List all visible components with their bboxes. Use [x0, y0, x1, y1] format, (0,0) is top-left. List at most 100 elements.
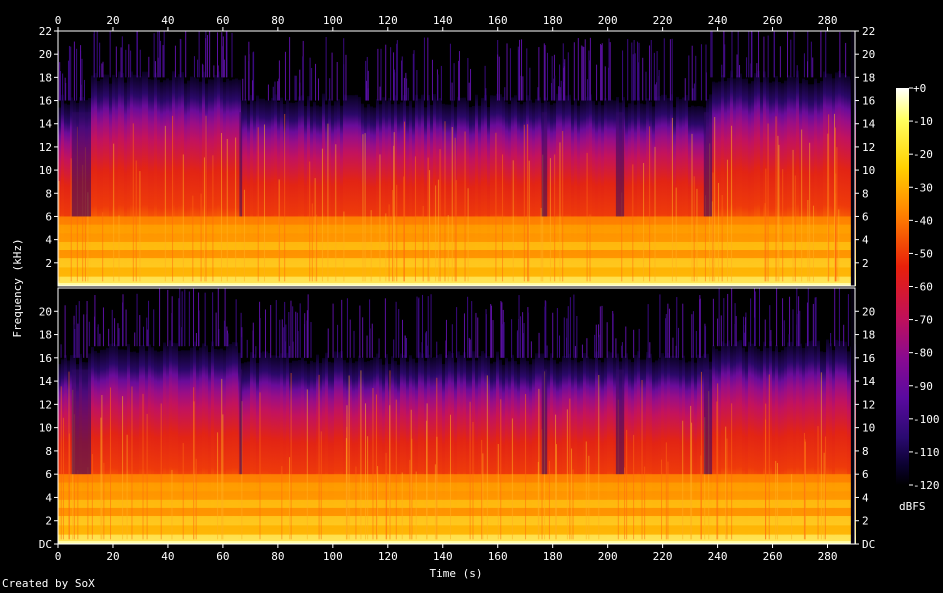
spectral-column: [700, 106, 703, 286]
spectral-column: [64, 355, 67, 544]
spectral-column: [100, 79, 103, 286]
channel-1-y-tick-label-right: 16: [862, 95, 875, 108]
spectral-column: [841, 340, 844, 544]
channel-2-y-tick-label-right: 12: [862, 398, 875, 411]
spectral-column: [91, 75, 94, 286]
spectral-band: [58, 507, 855, 517]
spectral-column: [175, 76, 178, 286]
spectral-column: [334, 351, 337, 544]
spectral-column: [178, 74, 181, 286]
spectral-column: [361, 357, 364, 544]
spectral-column: [742, 78, 745, 286]
spectral-column: [469, 107, 472, 286]
spectral-column: [646, 351, 649, 544]
spectral-band: [58, 534, 855, 542]
spectral-column: [484, 95, 487, 287]
spectral-column: [244, 362, 247, 544]
spectral-column: [328, 98, 331, 286]
spectral-column: [508, 361, 511, 544]
spectral-column: [562, 356, 565, 544]
x-tick-label-bottom: 0: [55, 550, 62, 563]
spectral-column: [784, 80, 787, 286]
spectral-band: [58, 474, 855, 483]
spectral-column: [601, 362, 604, 544]
spectral-column: [61, 359, 64, 544]
channel-1-y-tick-label-right: 22: [862, 25, 875, 38]
spectral-column: [790, 76, 793, 286]
channel-1-y-tick-label-left: 20: [39, 48, 52, 61]
spectral-column: [406, 105, 409, 286]
spectral-column: [535, 98, 538, 286]
spectral-column: [697, 354, 700, 544]
colorbar-tick-label: -60: [913, 281, 933, 294]
channel-2-y-tick-label-right: 20: [862, 305, 875, 318]
spectral-column: [445, 104, 448, 287]
spectral-column: [466, 360, 469, 544]
spectral-column: [355, 94, 358, 287]
spectral-column: [388, 97, 391, 286]
spectral-column: [448, 104, 451, 287]
spectral-column: [496, 351, 499, 544]
spectral-column: [61, 94, 64, 287]
channel-2-y-tick-label-left: 6: [45, 468, 52, 481]
spectral-column: [607, 351, 610, 544]
channel-1-y-tick-label-left: 6: [45, 210, 52, 223]
spectral-column: [130, 71, 133, 286]
spectral-column: [559, 361, 562, 544]
channel-2-spectral-bands: [58, 339, 856, 544]
spectral-column: [571, 359, 574, 544]
spectral-column: [304, 360, 307, 544]
spectral-column: [424, 360, 427, 544]
spectral-column: [349, 358, 352, 544]
spectral-column: [508, 104, 511, 286]
spectral-column: [433, 357, 436, 544]
spectral-column: [604, 357, 607, 544]
spectral-column: [499, 94, 502, 286]
spectral-column: [664, 356, 667, 544]
spectral-column: [667, 353, 670, 544]
spectral-column: [766, 347, 769, 544]
spectral-column: [148, 344, 151, 544]
x-tick-label-bottom: 120: [378, 550, 398, 563]
spectral-column: [556, 363, 559, 544]
spectral-column: [829, 343, 832, 544]
spectral-column: [802, 78, 805, 286]
channel-2-y-tick-label-left: 8: [45, 445, 52, 458]
spectral-column: [598, 101, 601, 287]
spectral-column: [157, 79, 160, 286]
x-tick-label-bottom: 20: [106, 550, 119, 563]
spectral-column: [457, 351, 460, 544]
spectral-column: [148, 79, 151, 286]
spectral-column: [214, 348, 217, 544]
spectral-column: [844, 341, 847, 544]
spectral-column: [565, 356, 568, 544]
spectral-column: [580, 100, 583, 286]
end-silence: [850, 288, 855, 544]
channel-1-y-tick-label-left: 14: [39, 118, 53, 131]
channel-1-y-tick-label-left: 10: [39, 164, 52, 177]
channel-1-y-tick-label-left: 12: [39, 141, 52, 154]
spectral-column: [565, 95, 568, 286]
spectral-column: [814, 78, 817, 287]
colorbar-tick-label: -90: [913, 380, 933, 393]
channel-1-y-tick-label-right: 14: [862, 118, 876, 131]
spectral-column: [223, 350, 226, 544]
dropout-region: [239, 112, 243, 217]
spectral-column: [67, 360, 70, 544]
spectral-column: [802, 347, 805, 544]
x-tick-label-bottom: 220: [653, 550, 673, 563]
spectral-column: [772, 81, 775, 286]
spectral-column: [718, 350, 721, 544]
spectral-column: [190, 347, 193, 544]
spectral-column: [352, 95, 355, 287]
spectral-column: [712, 345, 715, 544]
channel-1-transient-streaks: [57, 31, 856, 286]
spectral-column: [475, 94, 478, 286]
spectral-column: [262, 351, 265, 544]
spectral-column: [664, 94, 667, 286]
spectral-column: [184, 350, 187, 544]
spectral-column: [574, 356, 577, 544]
spectral-column: [331, 362, 334, 544]
spectral-column: [322, 358, 325, 544]
spectral-column: [589, 358, 592, 544]
